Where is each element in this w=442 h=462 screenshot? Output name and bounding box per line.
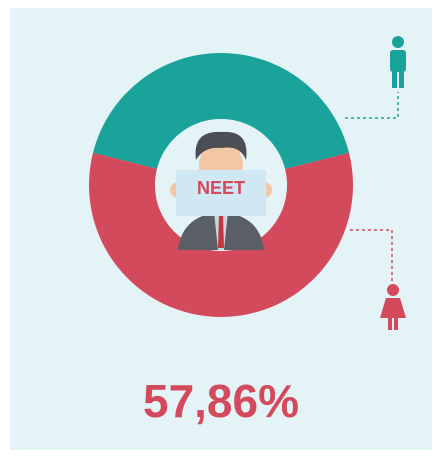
center-label: NEET [197,178,245,198]
infographic: NEET 57,86% [0,0,442,462]
percentage-label: 57,86% [143,375,299,427]
